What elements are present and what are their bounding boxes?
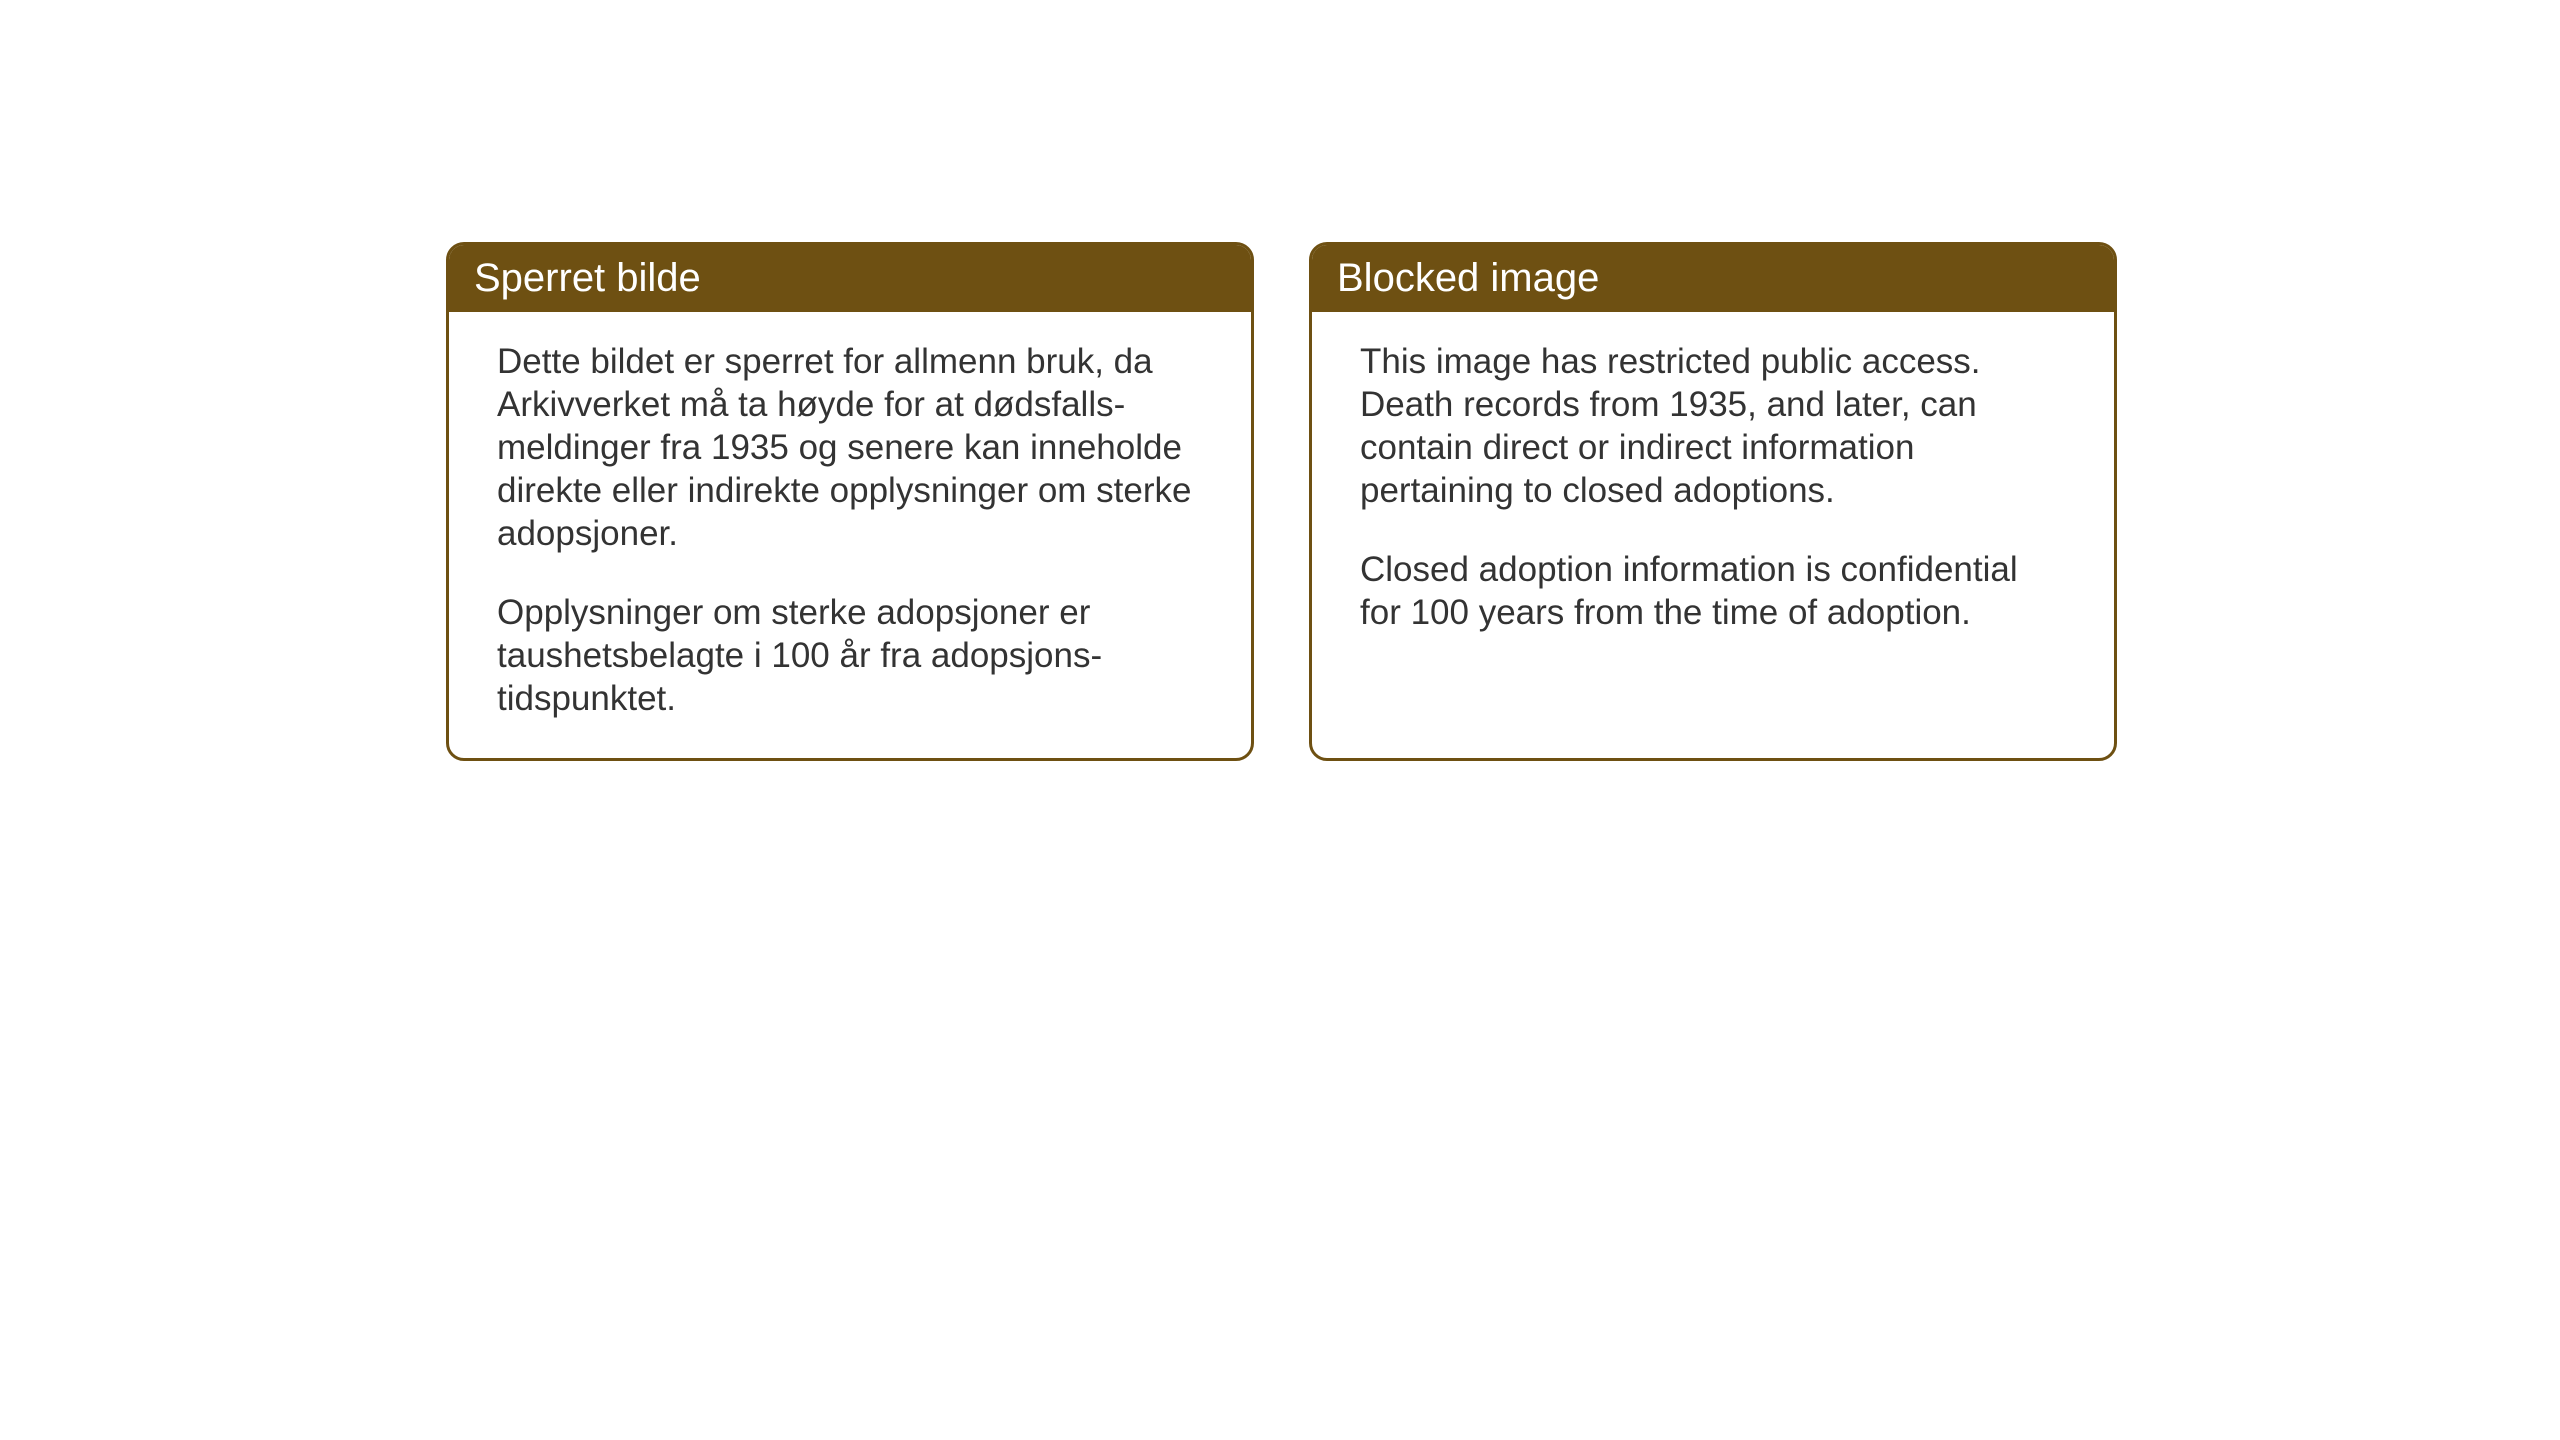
notice-container: Sperret bilde Dette bildet er sperret fo… xyxy=(446,242,2117,761)
norwegian-card-body: Dette bildet er sperret for allmenn bruk… xyxy=(449,312,1251,758)
norwegian-notice-card: Sperret bilde Dette bildet er sperret fo… xyxy=(446,242,1254,761)
english-paragraph-1: This image has restricted public access.… xyxy=(1360,340,2066,512)
english-paragraph-2: Closed adoption information is confident… xyxy=(1360,548,2066,634)
norwegian-paragraph-1: Dette bildet er sperret for allmenn bruk… xyxy=(497,340,1203,555)
norwegian-card-title: Sperret bilde xyxy=(449,245,1251,312)
english-notice-card: Blocked image This image has restricted … xyxy=(1309,242,2117,761)
english-card-body: This image has restricted public access.… xyxy=(1312,312,2114,758)
english-card-title: Blocked image xyxy=(1312,245,2114,312)
norwegian-paragraph-2: Opplysninger om sterke adopsjoner er tau… xyxy=(497,591,1203,720)
